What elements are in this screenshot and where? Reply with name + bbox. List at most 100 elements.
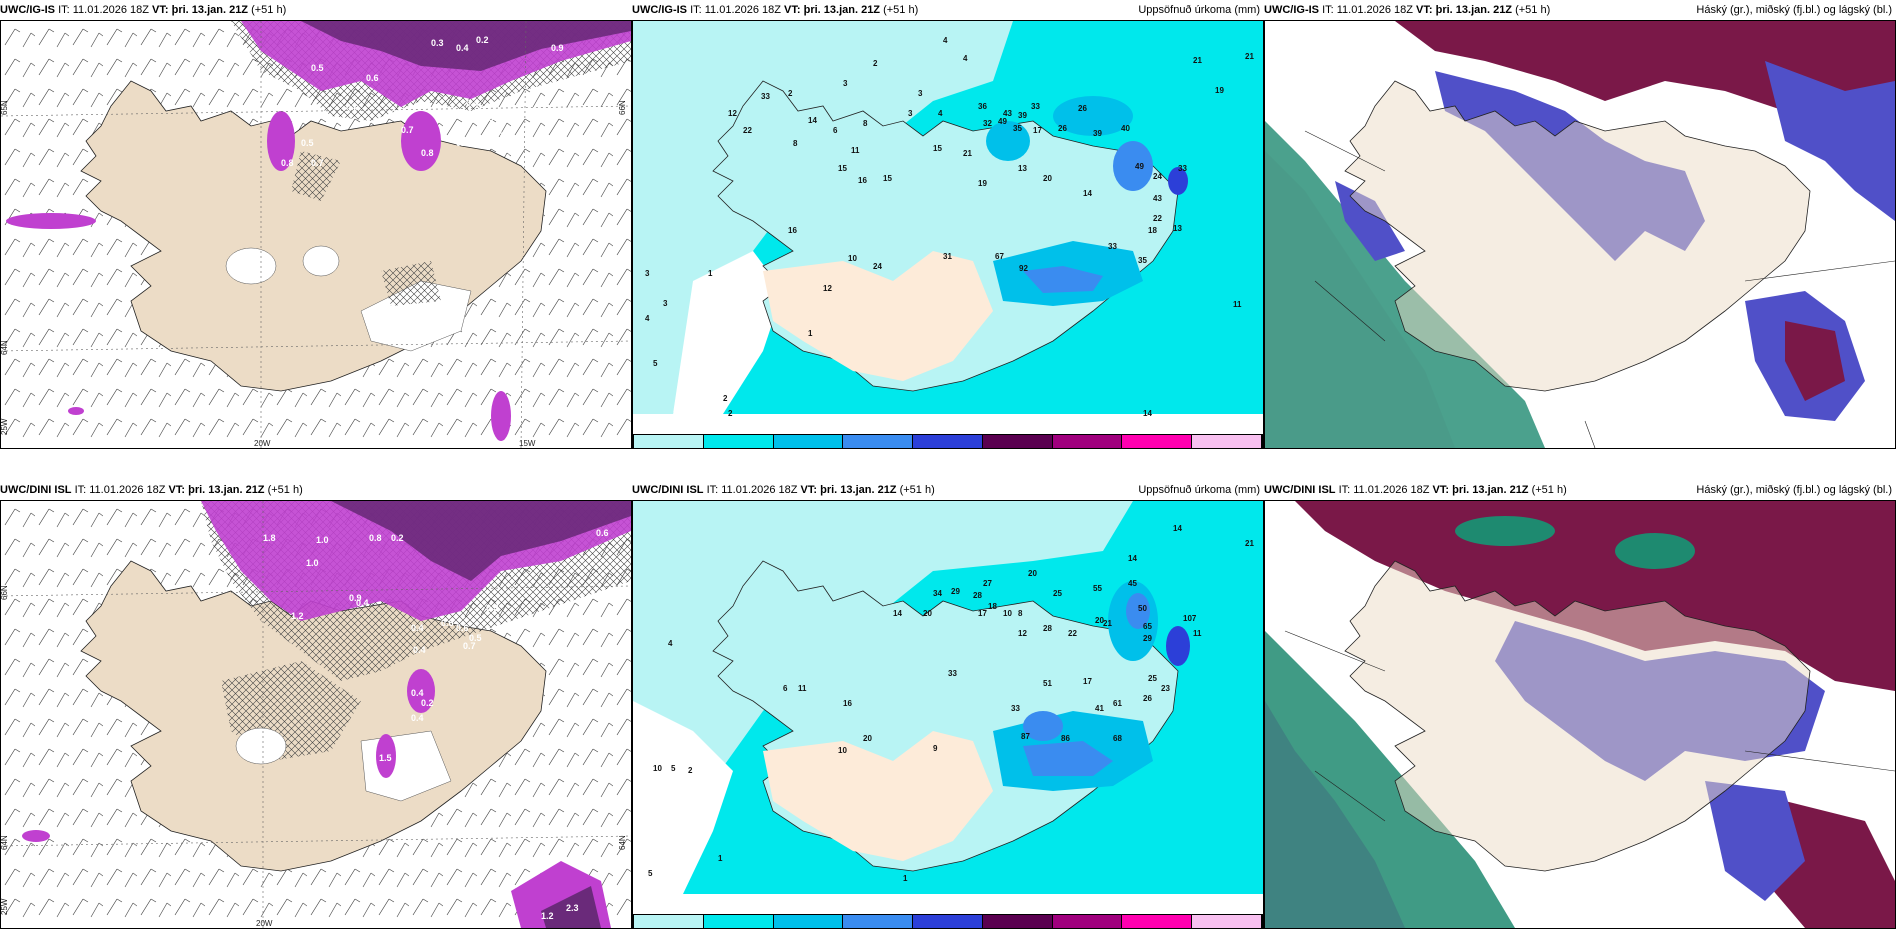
snow-cell bbox=[401, 111, 441, 171]
value-label: 4 bbox=[668, 639, 673, 648]
low-cloud bbox=[1615, 533, 1695, 569]
map-frame[interactable]: 1.8 1.0 0.8 0.2 0.6 1.0 0.4 0.3 1.2 0.4 … bbox=[0, 500, 632, 929]
value-label: 26 bbox=[1078, 104, 1087, 113]
region-borders bbox=[1284, 630, 1895, 822]
precip-values: 4 4 2 3 3 2 33 21 22 12 8 6 14 8 3 4 32 … bbox=[645, 36, 1254, 418]
map-frame[interactable] bbox=[1264, 20, 1896, 449]
value-label: 39 bbox=[1018, 111, 1027, 120]
value-label: 16 bbox=[858, 176, 867, 185]
value-label: 17 bbox=[978, 609, 987, 618]
value-label: 24 bbox=[1153, 172, 1162, 181]
legend-swatch bbox=[913, 915, 983, 928]
value-label: 0.5 bbox=[281, 98, 294, 108]
graticule bbox=[520, 21, 527, 448]
value-label: 0.9 bbox=[349, 593, 362, 603]
legend-swatch bbox=[634, 915, 704, 928]
mid-cloud bbox=[1765, 61, 1895, 221]
legend-swatch bbox=[773, 915, 844, 928]
value-label: 11 bbox=[1233, 300, 1242, 309]
value-label: 32 bbox=[983, 119, 992, 128]
value-label: 12 bbox=[1018, 629, 1027, 638]
legend-swatch bbox=[703, 435, 774, 448]
value-label: 22 bbox=[1153, 214, 1162, 223]
map-frame[interactable]: 0.3 0.4 0.2 0.5 0.9 0.5 0.6 0.5 0.4 0.3 … bbox=[0, 20, 632, 449]
wind-map[interactable]: 0.3 0.4 0.2 0.5 0.9 0.5 0.6 0.5 0.4 0.3 … bbox=[1, 21, 631, 448]
precip-heavy bbox=[1126, 593, 1150, 629]
value-label: 16 bbox=[843, 699, 852, 708]
value-label: 0.7 bbox=[463, 641, 476, 651]
lon-label: 25W bbox=[1, 418, 9, 435]
value-label: 35 bbox=[1138, 256, 1147, 265]
wind-map[interactable]: 1.8 1.0 0.8 0.2 0.6 1.0 0.4 0.3 1.2 0.4 … bbox=[1, 501, 631, 928]
graticule bbox=[1, 585, 631, 597]
panel-header: UWC/DINI ISL IT: 11.01.2026 18Z VT: þri.… bbox=[0, 482, 630, 498]
map-frame[interactable]: 14 21 20 25 55 45 50 34 29 28 27 17 18 1… bbox=[632, 500, 1264, 929]
high-cloud bbox=[1395, 21, 1895, 151]
value-label: 0.4 bbox=[411, 623, 424, 633]
lat-label: 64N bbox=[1, 340, 9, 355]
value-label: 0.4 bbox=[456, 43, 469, 53]
value-label: 0.5 bbox=[469, 633, 482, 643]
no-precip bbox=[673, 251, 783, 414]
value-label: 1 bbox=[708, 269, 713, 278]
value-label: 25 bbox=[1148, 674, 1157, 683]
high-cloud bbox=[1785, 321, 1845, 401]
value-label: 18 bbox=[1148, 226, 1157, 235]
value-label: 5 bbox=[648, 869, 653, 878]
value-label: 39 bbox=[1093, 129, 1102, 138]
lead-time: (+51 h) bbox=[899, 484, 935, 496]
value-label: 26 bbox=[1058, 124, 1067, 133]
valid-time: þri. 13.jan. 21Z bbox=[1435, 4, 1513, 16]
model-source: UWC/IG-IS bbox=[0, 4, 55, 16]
value-label: 33 bbox=[948, 669, 957, 678]
graticule bbox=[1, 835, 631, 847]
panel-header: UWC/IG-IS IT: 11.01.2026 18Z VT: þri. 13… bbox=[632, 2, 1262, 18]
snow-core bbox=[541, 886, 601, 928]
value-label: 10 bbox=[848, 254, 857, 263]
field-title: Háský (gr.), miðský (fj.bl.) og lágský (… bbox=[1696, 484, 1892, 496]
value-label: 14 bbox=[1173, 524, 1182, 533]
value-label: 2.3 bbox=[566, 903, 579, 913]
value-label: 0.6 bbox=[346, 103, 359, 113]
value-label: 3 bbox=[908, 109, 913, 118]
glacier bbox=[225, 247, 277, 285]
value-label: 4 bbox=[938, 109, 943, 118]
valid-time: þri. 13.jan. 21Z bbox=[188, 484, 265, 496]
field-title: Uppsöfnuð úrkoma (mm) bbox=[1138, 4, 1260, 16]
model-source: UWC/DINI ISL bbox=[1264, 484, 1336, 496]
iceland-land bbox=[1344, 80, 1811, 392]
snow-values: 0.3 0.4 0.2 0.5 0.9 0.5 0.6 0.5 0.4 0.3 … bbox=[281, 35, 564, 168]
snow-cell bbox=[491, 391, 511, 441]
legend-swatch bbox=[773, 435, 844, 448]
value-label: 27 bbox=[983, 579, 992, 588]
value-label: 1.0 bbox=[316, 535, 329, 545]
value-label: 2 bbox=[688, 766, 693, 775]
cloud-map[interactable] bbox=[1265, 21, 1895, 448]
value-label: 3 bbox=[918, 89, 923, 98]
valid-time-label: VT: bbox=[168, 484, 186, 496]
panel-header: UWC/IG-IS IT: 11.01.2026 18Z VT: þri. 13… bbox=[0, 2, 630, 18]
value-label: 16 bbox=[788, 226, 797, 235]
map-frame[interactable] bbox=[1264, 500, 1896, 929]
lead-time: (+51 h) bbox=[1531, 484, 1567, 496]
value-label: 9 bbox=[933, 744, 938, 753]
precip-map[interactable]: 4 4 2 3 3 2 33 21 22 12 8 6 14 8 3 4 32 … bbox=[633, 21, 1263, 448]
glacier bbox=[302, 245, 340, 277]
value-label: 3 bbox=[843, 79, 848, 88]
value-label: 0.3 bbox=[491, 131, 504, 141]
value-label: 18 bbox=[988, 602, 997, 611]
precip-map[interactable]: 14 21 20 25 55 45 50 34 29 28 27 17 18 1… bbox=[633, 501, 1263, 928]
value-label: 2 bbox=[728, 409, 733, 418]
map-frame[interactable]: 4 4 2 3 3 2 33 21 22 12 8 6 14 8 3 4 32 … bbox=[632, 20, 1264, 449]
value-label: 87 bbox=[1021, 732, 1030, 741]
value-label: 23 bbox=[1161, 684, 1170, 693]
value-label: 0.8 bbox=[421, 148, 434, 158]
value-label: 0.4 bbox=[466, 98, 479, 108]
hatch-area bbox=[381, 261, 441, 306]
value-label: 33 bbox=[1108, 242, 1117, 251]
cloud-map[interactable] bbox=[1265, 501, 1895, 928]
value-label: 26 bbox=[1143, 694, 1152, 703]
value-label: 20 bbox=[863, 734, 872, 743]
value-label: 10 bbox=[653, 764, 662, 773]
snow-cell bbox=[22, 830, 50, 842]
